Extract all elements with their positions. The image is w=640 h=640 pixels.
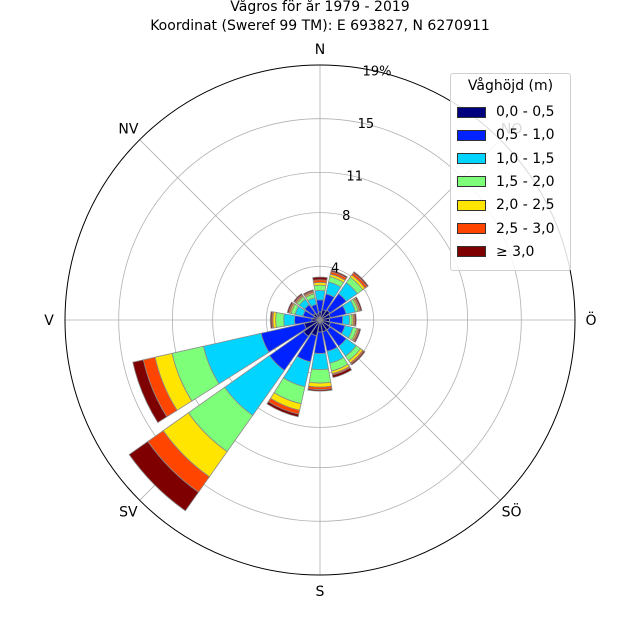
legend-label: 2,5 - 3,0 xyxy=(496,220,555,237)
legend-label: 0,0 - 0,5 xyxy=(496,104,555,120)
rose-bar-segment xyxy=(330,269,348,279)
rose-bar-segment xyxy=(269,311,273,329)
rose-bar-segment xyxy=(353,313,357,327)
rose-bar-segment xyxy=(342,314,350,326)
legend-entry: 0,0 - 0,5 xyxy=(457,104,554,120)
legend-label: 1,5 - 2,0 xyxy=(496,173,555,190)
direction-label: N xyxy=(315,42,325,58)
rose-bar-segment xyxy=(283,313,296,327)
rose-bar-segment xyxy=(350,350,366,366)
rose-bar-segment xyxy=(308,368,332,384)
legend-entry: ≥ 3,0 xyxy=(457,244,534,260)
legend-label: 0,5 - 1,0 xyxy=(496,127,555,144)
rose-bar-segment xyxy=(314,290,326,301)
legend-swatch xyxy=(457,246,486,258)
rose-bar-segment xyxy=(312,276,328,281)
legend-entry: 1,0 - 1,5 xyxy=(457,151,554,167)
direction-label: SV xyxy=(119,505,138,521)
legend-entry: 1,5 - 2,0 xyxy=(457,174,554,190)
legend-swatch xyxy=(457,153,486,165)
radial-tick-label: 8 xyxy=(342,209,350,224)
legend-swatch xyxy=(457,106,486,118)
legend-label: ≥ 3,0 xyxy=(496,243,535,260)
legend-label: 1,0 - 1,5 xyxy=(496,150,555,167)
chart-title: Vågros för år 1979 - 2019 xyxy=(230,0,410,15)
rose-bar-segment xyxy=(352,271,369,288)
rose-bar-segment xyxy=(286,301,294,314)
direction-label: NV xyxy=(118,121,138,137)
radial-tick-label: 4 xyxy=(331,262,339,277)
legend-title: Våghöjd (m) xyxy=(467,78,554,94)
rose-bar-segment xyxy=(302,289,314,296)
legend-swatch xyxy=(457,129,486,141)
chart-subtitle: Koordinat (Sweref 99 TM): E 693827, N 62… xyxy=(150,18,490,34)
rose-bar-segment xyxy=(311,352,329,371)
direction-label: V xyxy=(44,313,54,329)
polar-frame xyxy=(64,64,576,576)
radial-tick-label: 11 xyxy=(346,170,363,185)
rose-bar-segment xyxy=(354,296,363,312)
legend-entry: 2,5 - 3,0 xyxy=(457,221,554,237)
rose-bar-segment xyxy=(275,311,285,329)
rose-bar-segment xyxy=(331,367,353,379)
legend: Våghöjd (m) 0,0 - 0,5 0,5 - 1,0 1,0 - 1,5 1… xyxy=(450,73,571,271)
legend-entry: 0,5 - 1,0 xyxy=(457,127,554,143)
rose-bar-segment xyxy=(266,401,300,418)
grid-spoke xyxy=(139,139,321,321)
radial-tick-label: 19% xyxy=(363,65,392,80)
rose-bar-segment xyxy=(313,284,327,292)
legend-swatch xyxy=(457,199,486,211)
direction-label: SÖ xyxy=(502,503,522,521)
direction-label: S xyxy=(316,584,325,600)
radial-tick-label: 15 xyxy=(358,117,375,132)
rose-bar-segment xyxy=(353,328,362,343)
rose-bar-segment xyxy=(128,440,200,512)
legend-swatch xyxy=(457,223,486,234)
legend-entry: 2,0 - 2,5 xyxy=(457,197,554,213)
rose-bar-segment xyxy=(132,359,168,424)
rose-bar-segment xyxy=(307,388,333,392)
rose-bar-segment xyxy=(293,293,303,303)
direction-label: Ö xyxy=(585,311,596,329)
legend-swatch xyxy=(457,176,486,188)
legend-label: 2,0 - 2,5 xyxy=(496,197,555,214)
